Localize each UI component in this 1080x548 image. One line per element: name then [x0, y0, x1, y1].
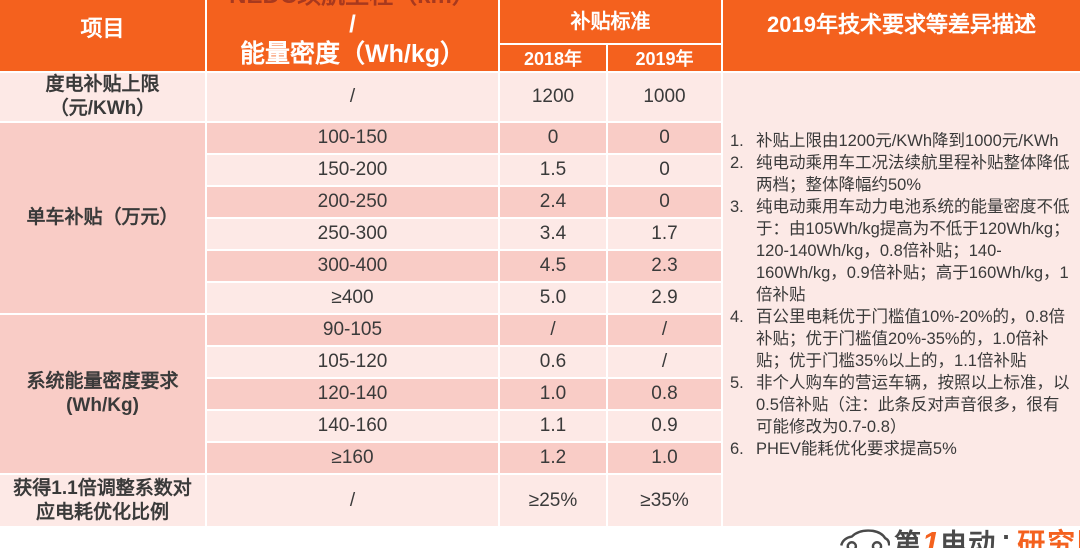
table-cell-range: 105-120: [207, 347, 498, 377]
subsidy-table: 项目 NEDC续航里程（km） / 能量密度（Wh/kg） 补贴标准 2018年…: [0, 0, 1080, 526]
note-item: 2. 纯电动乘用车工况法续航里程补贴整体降低两档；整体降幅约50%: [730, 152, 1074, 196]
brand-text: 第1电动: [894, 522, 996, 548]
note-number: 3.: [730, 198, 744, 216]
brand-org-text: 研究院: [1017, 528, 1080, 548]
note-item: 5. 非个人购车的营运车辆，按照以上标准，以0.5倍补贴（注：此条反对声音很多，…: [730, 372, 1074, 438]
note-text: 纯电动乘用车动力电池系统的能量密度不低于：由105Wh/kg提高为不低于120W…: [756, 198, 1070, 304]
table-cell-range: 150-200: [207, 155, 498, 185]
note-number: 6.: [730, 440, 744, 458]
table-cell-2018: 1.0: [500, 379, 606, 409]
column-header-range: NEDC续航里程（km） / 能量密度（Wh/kg）: [207, 0, 498, 71]
brand-logo: 第1电动 · 研究院: [838, 522, 1080, 548]
column-header-2019: 2019年: [608, 45, 721, 71]
car-icon: [838, 526, 891, 548]
table-cell-2019: /: [608, 315, 721, 345]
table-cell-2018: 1.2: [500, 443, 606, 473]
table-cell-range: ≥160: [207, 443, 498, 473]
column-header-2019-diff-description: 2019年技术要求等差异描述: [723, 0, 1080, 71]
table-cell-range: 300-400: [207, 251, 498, 281]
column-header-2019-label: 2019年: [635, 49, 694, 69]
note-text: 补贴上限由1200元/KWh降到1000元/KWh: [756, 132, 1059, 150]
table-cell-2018: 0: [500, 123, 606, 153]
row-group-per-vehicle-subsidy: 单车补贴（万元）: [0, 123, 205, 313]
table-cell-2019: 0: [608, 187, 721, 217]
table-cell-2019: 1000: [608, 73, 721, 121]
table-cell-2018: 5.0: [500, 283, 606, 313]
table-cell-2018: 3.4: [500, 219, 606, 249]
diff-description-panel: 1. 补贴上限由1200元/KWh降到1000元/KWh 2. 纯电动乘用车工况…: [723, 73, 1080, 526]
table-cell-range: /: [207, 73, 498, 121]
table-cell-2019: 1.0: [608, 443, 721, 473]
note-text: 非个人购车的营运车辆，按照以上标准，以0.5倍补贴（注：此条反对声音很多，很有可…: [756, 374, 1070, 436]
column-header-range-slash: /: [349, 11, 356, 38]
table-cell-range: 100-150: [207, 123, 498, 153]
note-item: 6. PHEV能耗优化要求提高5%: [730, 438, 1074, 460]
note-text: 百公里电耗优于门槛值10%-20%的，0.8倍补贴；优于门槛值20%-35%的，…: [756, 308, 1065, 370]
note-text: PHEV能耗优化要求提高5%: [756, 440, 957, 458]
note-item: 1. 补贴上限由1200元/KWh降到1000元/KWh: [730, 130, 1074, 152]
table-cell-range: 90-105: [207, 315, 498, 345]
table-cell-2019: /: [608, 347, 721, 377]
table-cell-2018: 4.5: [500, 251, 606, 281]
table-cell-2019: 0.8: [608, 379, 721, 409]
table-cell-2019: 2.9: [608, 283, 721, 313]
note-number: 5.: [730, 374, 744, 392]
table-cell-2019: 0.9: [608, 411, 721, 441]
column-header-subsidy-standard: 补贴标准: [500, 0, 721, 43]
brand-prefix: 第: [894, 529, 922, 548]
table-cell-2018: 2.4: [500, 187, 606, 217]
note-item: 4. 百公里电耗优于门槛值10%-20%的，0.8倍补贴；优于门槛值20%-35…: [730, 306, 1074, 372]
note-number: 2.: [730, 154, 744, 172]
table-cell-2018: /: [500, 315, 606, 345]
note-number: 1.: [730, 132, 744, 150]
table-cell-range: 200-250: [207, 187, 498, 217]
brand-suffix: 电动: [940, 529, 997, 548]
row-group-per-kwh-cap: 度电补贴上限（元/KWh）: [0, 73, 205, 121]
table-cell-2018: 1200: [500, 73, 606, 121]
table-cell-2018: ≥25%: [500, 475, 606, 526]
note-item: 3. 纯电动乘用车动力电池系统的能量密度不低于：由105Wh/kg提高为不低于1…: [730, 196, 1074, 306]
column-header-range-line1-cutoff: NEDC续航里程（km）: [229, 0, 476, 11]
table-cell-2018: 1.1: [500, 411, 606, 441]
table-cell-range: ≥400: [207, 283, 498, 313]
column-header-2018-label: 2018年: [523, 49, 583, 69]
table-cell-2018: 1.5: [500, 155, 606, 185]
brand-dot: ·: [1002, 522, 1012, 548]
note-text: 纯电动乘用车工况法续航里程补贴整体降低两档；整体降幅约50%: [756, 154, 1070, 194]
column-header-diff-label: 2019年技术要求等差异描述: [767, 12, 1036, 37]
table-cell-range: 120-140: [207, 379, 498, 409]
table-cell-2019: 0: [608, 155, 721, 185]
table-cell-2019: 0: [608, 123, 721, 153]
note-number: 4.: [730, 308, 744, 326]
table-cell-2019: 1.7: [608, 219, 721, 249]
table-cell-2019: ≥35%: [608, 475, 721, 526]
column-header-item-label: 项目: [80, 15, 125, 41]
column-header-item: 项目: [0, 0, 205, 71]
table-cell-2018: 0.6: [500, 347, 606, 377]
brand-one: 1: [922, 525, 941, 548]
table-cell-range: /: [207, 475, 498, 526]
column-header-subsidy-label: 补贴标准: [570, 11, 651, 33]
column-header-range-line2: 能量密度（Wh/kg）: [240, 40, 465, 68]
row-group-1p1x-adjustment: 获得1.1倍调整系数对应电耗优化比例: [0, 475, 205, 526]
table-cell-2019: 2.3: [608, 251, 721, 281]
column-header-2018: 2018年: [500, 45, 606, 71]
table-cell-range: 140-160: [207, 411, 498, 441]
row-group-energy-density-requirement: 系统能量密度要求(Wh/Kg): [0, 315, 205, 473]
table-cell-range: 250-300: [207, 219, 498, 249]
